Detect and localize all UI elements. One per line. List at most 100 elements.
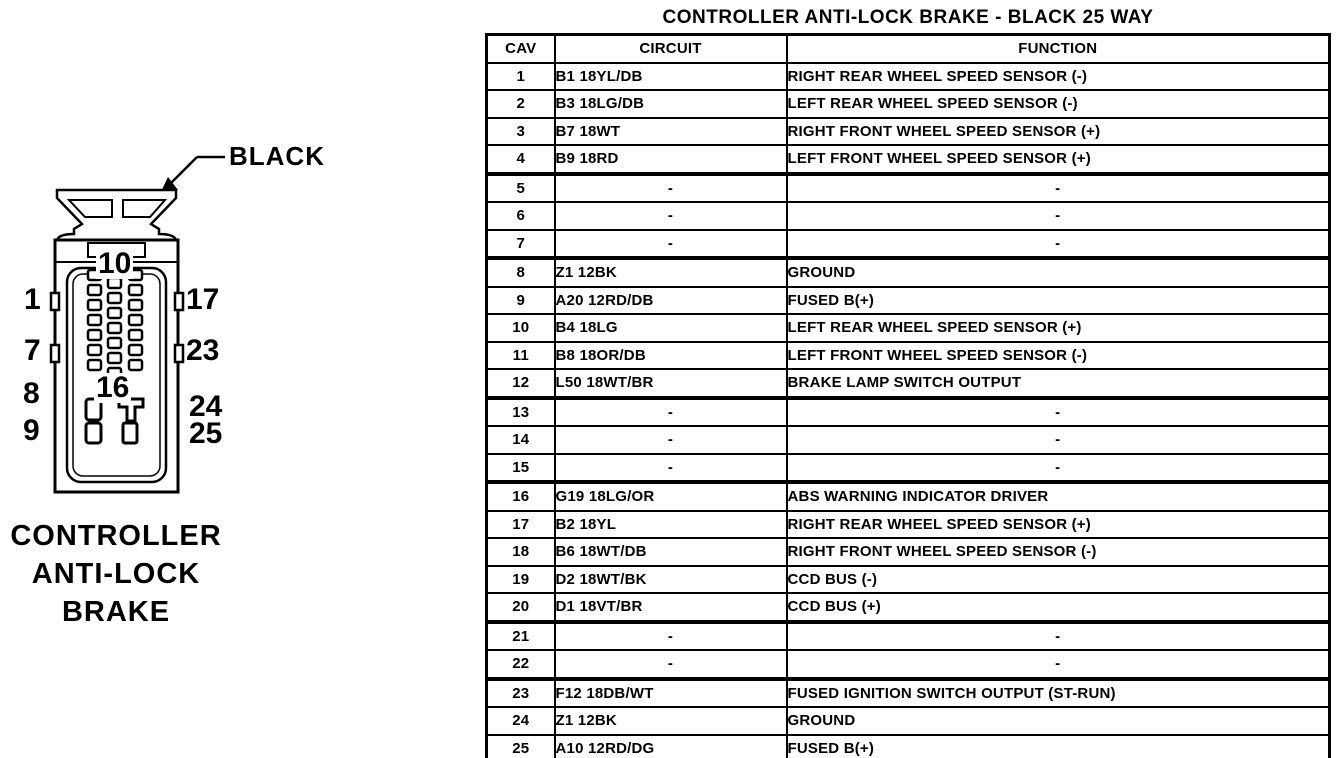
circuit-cell: B3 18LG/DB — [553, 89, 788, 119]
cav-cell: 20 — [485, 592, 556, 624]
function-cell: FUSED IGNITION SWITCH OUTPUT (ST-RUN) — [785, 677, 1331, 708]
pin-cavity-small — [86, 358, 103, 372]
circuit-cell: D1 18VT/BR — [553, 592, 788, 624]
circuit-cell: B1 18YL/DB — [553, 61, 788, 91]
function-cell: LEFT REAR WHEEL SPEED SENSOR (-) — [785, 89, 1331, 119]
function-cell: GROUND — [785, 706, 1331, 736]
pin-label-23: 23 — [186, 334, 220, 367]
function-cell: ABS WARNING INDICATOR DRIVER — [785, 481, 1331, 512]
cav-cell: 1 — [485, 61, 556, 91]
circuit-cell: - — [553, 452, 788, 484]
cav-cell: 8 — [485, 257, 556, 288]
function-cell: RIGHT REAR WHEEL SPEED SENSOR (-) — [785, 61, 1331, 91]
circuit-cell: - — [553, 228, 788, 260]
table-row: 14 - - — [485, 425, 1331, 455]
pin-cavity-small — [127, 328, 144, 342]
circuit-cell: F12 18DB/WT — [553, 677, 788, 708]
circuit-header: CIRCUIT — [553, 33, 788, 64]
pinout-table: CAV CIRCUIT FUNCTION 1 B1 18YL/DB RIGHT … — [485, 33, 1331, 758]
cav-cell: 23 — [485, 677, 556, 708]
cav-cell: 3 — [485, 116, 556, 146]
pin-cavity-small — [127, 298, 144, 312]
table-row: 15 - - — [485, 452, 1331, 484]
circuit-cell: L50 18WT/BR — [553, 368, 788, 400]
cav-cell: 11 — [485, 340, 556, 370]
function-cell: - — [785, 172, 1331, 203]
pin-label-1: 1 — [24, 283, 41, 316]
pin-cavity-small — [86, 313, 103, 327]
pin-cavity-small — [106, 306, 123, 320]
cav-cell: 7 — [485, 228, 556, 260]
function-cell: FUSED B(+) — [785, 733, 1331, 758]
table-row: 2 B3 18LG/DB LEFT REAR WHEEL SPEED SENSO… — [485, 89, 1331, 119]
function-cell: CCD BUS (+) — [785, 592, 1331, 624]
table-row: 23 F12 18DB/WT FUSED IGNITION SWITCH OUT… — [485, 677, 1331, 708]
table-row: 10 B4 18LG LEFT REAR WHEEL SPEED SENSOR … — [485, 313, 1331, 343]
table-row: 18 B6 18WT/DB RIGHT FRONT WHEEL SPEED SE… — [485, 537, 1331, 567]
circuit-cell: G19 18LG/OR — [553, 481, 788, 512]
pin-label-10: 10 — [96, 247, 134, 280]
right-notch-lower — [173, 343, 185, 364]
function-cell: FUSED B(+) — [785, 285, 1331, 315]
circuit-cell: B2 18YL — [553, 509, 788, 539]
function-cell: LEFT FRONT WHEEL SPEED SENSOR (-) — [785, 340, 1331, 370]
flange-cutout-left — [66, 199, 113, 218]
cav-cell: 2 — [485, 89, 556, 119]
connector-diagram — [49, 155, 225, 494]
circuit-cell: - — [553, 396, 788, 427]
table-row: 22 - - — [485, 649, 1331, 681]
pin-label-8: 8 — [23, 377, 40, 410]
table-row: 13 - - — [485, 396, 1331, 427]
table-row: 1 B1 18YL/DB RIGHT REAR WHEEL SPEED SENS… — [485, 61, 1331, 91]
cav-cell: 14 — [485, 425, 556, 455]
table-row: 12 L50 18WT/BR BRAKE LAMP SWITCH OUTPUT — [485, 368, 1331, 400]
circuit-cell: - — [553, 620, 788, 651]
cav-header: CAV — [485, 33, 556, 64]
table-row: 24 Z1 12BK GROUND — [485, 706, 1331, 736]
pin-cavity-small — [127, 343, 144, 357]
function-cell: CCD BUS (-) — [785, 564, 1331, 594]
connector-color-label: BLACK — [229, 141, 325, 171]
table-row: 25 A10 12RD/DG FUSED B(+) — [485, 733, 1331, 758]
function-cell: - — [785, 228, 1331, 260]
table-row: 20 D1 18VT/BR CCD BUS (+) — [485, 592, 1331, 624]
table-row: 7 - - — [485, 228, 1331, 260]
function-cell: - — [785, 649, 1331, 681]
function-cell: GROUND — [785, 257, 1331, 288]
pin-label-16: 16 — [94, 371, 132, 404]
cav-cell: 10 — [485, 313, 556, 343]
function-cell: - — [785, 425, 1331, 455]
circuit-cell: Z1 12BK — [553, 257, 788, 288]
right-notch-upper — [173, 291, 185, 312]
table-row: 5 - - — [485, 172, 1331, 203]
table-row: 19 D2 18WT/BK CCD BUS (-) — [485, 564, 1331, 594]
table-row: 4 B9 18RD LEFT FRONT WHEEL SPEED SENSOR … — [485, 144, 1331, 176]
cav-cell: 19 — [485, 564, 556, 594]
caption-line-1: CONTROLLER — [10, 520, 222, 552]
pin-cavity-9 — [84, 421, 103, 445]
pin-cavity-small — [106, 336, 123, 350]
cav-cell: 9 — [485, 285, 556, 315]
circuit-cell: B9 18RD — [553, 144, 788, 176]
function-cell: RIGHT FRONT WHEEL SPEED SENSOR (-) — [785, 537, 1331, 567]
pin-cavity-small — [127, 313, 144, 327]
function-cell: - — [785, 201, 1331, 231]
caption-line-2: ANTI-LOCK — [31, 558, 201, 590]
table-row: 21 - - — [485, 620, 1331, 651]
pin-grid — [86, 268, 144, 380]
function-cell: LEFT REAR WHEEL SPEED SENSOR (+) — [785, 313, 1331, 343]
circuit-cell: B8 18OR/DB — [553, 340, 788, 370]
pin-cavity-8 — [84, 397, 103, 422]
circuit-cell: B6 18WT/DB — [553, 537, 788, 567]
function-cell: BRAKE LAMP SWITCH OUTPUT — [785, 368, 1331, 400]
circuit-cell: B4 18LG — [553, 313, 788, 343]
function-cell: - — [785, 452, 1331, 484]
circuit-cell: A10 12RD/DG — [553, 733, 788, 758]
pin-cavity-small — [86, 343, 103, 357]
pin-label-7: 7 — [24, 334, 41, 367]
cav-cell: 6 — [485, 201, 556, 231]
pin-label-17: 17 — [186, 283, 220, 316]
table-row: 11 B8 18OR/DB LEFT FRONT WHEEL SPEED SEN… — [485, 340, 1331, 370]
cav-cell: 21 — [485, 620, 556, 651]
